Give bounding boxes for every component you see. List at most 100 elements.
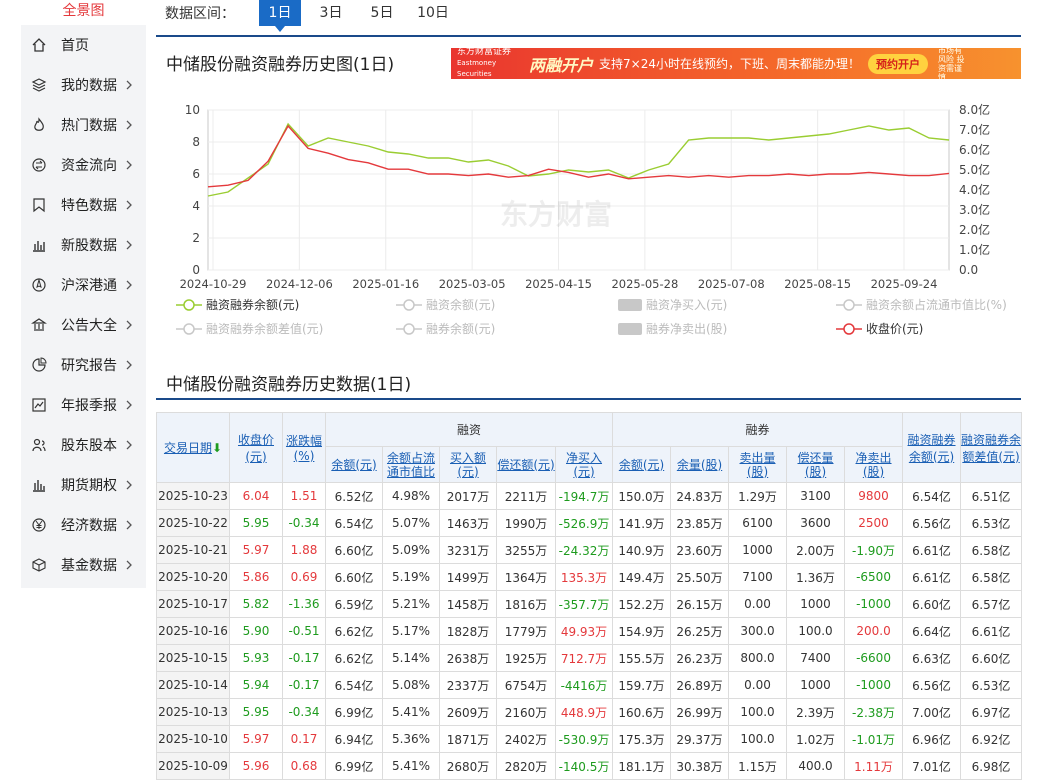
banner-logo-cn: 东方财富证券 — [457, 48, 512, 57]
col-total-balance[interactable]: 融资融券余额(元) — [902, 412, 962, 483]
table-cell: 23.60万 — [670, 536, 730, 564]
sidebar-item-1[interactable]: 我的数据 — [21, 65, 146, 105]
legend-marker-icon — [183, 299, 195, 311]
table-cell: 1463万 — [439, 509, 497, 537]
sidebar-item-8[interactable]: 研究报告 — [21, 345, 146, 385]
legend-marker-icon — [183, 323, 195, 335]
sidebar-item-label: 新股数据 — [61, 238, 117, 254]
legend-entry-6[interactable]: 融券净卖出(股) — [646, 321, 727, 336]
sidebar-item-4[interactable]: 特色数据 — [21, 185, 146, 225]
table-cell: 1779万 — [496, 617, 556, 645]
legend-entry-2[interactable]: 融资净买入(元) — [646, 298, 727, 312]
table-cell: -2.38万 — [844, 698, 904, 726]
col-sub-label: 净买入(元) — [566, 450, 603, 479]
table-cell: -1.90万 — [844, 536, 904, 564]
table-row: 2025-10-14 5.94 -0.17 6.54亿 5.08% 2337万 6754万 -… — [156, 671, 1023, 699]
table-cell: 0.00 — [728, 590, 788, 618]
table-cell: 300.0 — [728, 617, 788, 645]
table-cell: 6.53亿 — [960, 509, 1023, 537]
sidebar-item-0[interactable]: 首页 — [21, 25, 146, 65]
bar-icon — [31, 237, 47, 253]
table-cell: 2211万 — [496, 482, 556, 510]
col-sub-0[interactable]: 余额(元) — [325, 446, 383, 483]
col-sub-9[interactable]: 净卖出(股) — [844, 446, 904, 483]
legend-entry-1[interactable]: 融资余额(元) — [426, 297, 495, 312]
col-sub-4[interactable]: 净买入(元) — [554, 446, 614, 483]
table-cell: 1828万 — [439, 617, 497, 645]
sidebar-item-2[interactable]: 热门数据 — [21, 105, 146, 145]
table-cell: 6.58亿 — [960, 563, 1023, 591]
sidebar-item-9[interactable]: 年报季报 — [21, 385, 146, 425]
promo-banner[interactable]: 东方财富证券 Eastmoney Securities 两融开户 支持7×24小… — [451, 48, 1021, 79]
divider — [156, 35, 1021, 37]
sidebar-item-7[interactable]: 公告大全 — [21, 305, 146, 345]
legend-marker-icon — [403, 299, 415, 311]
table-cell: -530.9万 — [554, 725, 614, 753]
range-option-1[interactable]: 3日 — [319, 5, 343, 21]
range-selector: 数据区间： 1日 3日 5日 10日 — [165, 0, 463, 32]
group-securities-lending: 融券 — [612, 412, 904, 447]
table-cell: 159.7万 — [612, 671, 672, 699]
sidebar-item-12[interactable]: 经济数据 — [21, 505, 146, 545]
range-option-3[interactable]: 10日 — [417, 5, 449, 21]
plot-frame — [207, 109, 950, 271]
table-cell: 200.0 — [844, 617, 904, 645]
table-cell: 5.14% — [382, 644, 440, 672]
sidebar-item-11[interactable]: 期货期权 — [21, 465, 146, 505]
sidebar-item-6[interactable]: 沪深港通 — [21, 265, 146, 305]
col-sub-7[interactable]: 卖出量(股) — [728, 446, 788, 483]
sidebar-item-3[interactable]: 资金流向 — [21, 145, 146, 185]
table-cell: 1458万 — [439, 590, 497, 618]
table-cell: 5.19% — [382, 563, 440, 591]
table-cell: 5.09% — [382, 536, 440, 564]
sidebar-item-label: 沪深港通 — [61, 278, 117, 294]
table-cell: 140.9万 — [612, 536, 672, 564]
col-sub-2[interactable]: 买入额(元) — [439, 446, 497, 483]
table-cell: 6100 — [728, 509, 788, 537]
banner-risk-note: 市场有风险 投资需谨慎 — [937, 48, 965, 79]
sidebar-item-label: 资金流向 — [61, 158, 117, 174]
table-cell: 6754万 — [496, 671, 556, 699]
legend-marker-icon — [403, 323, 415, 335]
col-sub-6[interactable]: 余量(股) — [670, 446, 730, 483]
range-option-0[interactable]: 1日 — [259, 0, 301, 32]
table-cell: 5.97 — [229, 536, 283, 564]
col-change[interactable]: 涨跌幅(%) — [282, 412, 326, 483]
legend-entry-4[interactable]: 融资融券余额差值(元) — [206, 321, 323, 336]
table-cell: 1.11万 — [844, 752, 904, 780]
banner-headline: 两融开户 — [529, 55, 594, 75]
y-right-tick-label: 1.0亿 — [959, 242, 990, 257]
table-row: 2025-10-23 6.04 1.51 6.52亿 4.98% 2017万 2211万 -1… — [156, 482, 1023, 510]
col-sub-8[interactable]: 偿还量(股) — [786, 446, 846, 483]
cell-date: 2025-10-15 — [156, 644, 230, 672]
table-cell: 175.3万 — [612, 725, 672, 753]
banner-open-account-button[interactable]: 预约开户 — [867, 53, 928, 74]
table-cell: 7400 — [786, 644, 846, 672]
sidebar-item-13[interactable]: 基金数据 — [21, 545, 146, 585]
sort-down-icon[interactable]: ⬇ — [211, 441, 223, 455]
legend-entry-3[interactable]: 融资余额占流通市值比(%) — [866, 297, 1007, 312]
sidebar-panorama-link[interactable]: 全景图 — [21, 0, 146, 25]
legend-entry-5[interactable]: 融券余额(元) — [426, 321, 495, 336]
col-sub-1[interactable]: 余额占流通市值比 — [382, 446, 440, 483]
col-close[interactable]: 收盘价(元) — [229, 412, 283, 483]
chevron-right-icon — [124, 398, 134, 412]
sidebar-item-5[interactable]: 新股数据 — [21, 225, 146, 265]
table-cell: 26.25万 — [670, 617, 730, 645]
sidebar-item-10[interactable]: 股东股本 — [21, 425, 146, 465]
table-cell: 6.60亿 — [325, 563, 383, 591]
table-cell: 6.92亿 — [960, 725, 1023, 753]
col-date[interactable]: 交易日期⬇ — [156, 412, 230, 483]
table-row: 2025-10-15 5.93 -0.17 6.62亿 5.14% 2638万 1925万 7… — [156, 644, 1023, 672]
table-cell: 800.0 — [728, 644, 788, 672]
table-cell: 6.59亿 — [325, 590, 383, 618]
linechart-icon — [31, 397, 47, 413]
yen-icon — [31, 517, 47, 533]
col-sub-5[interactable]: 余额(元) — [612, 446, 672, 483]
table-cell: 6.99亿 — [325, 698, 383, 726]
range-option-2[interactable]: 5日 — [370, 5, 394, 21]
legend-entry-0[interactable]: 融资融券余额(元) — [206, 297, 299, 312]
legend-entry-7[interactable]: 收盘价(元) — [866, 321, 923, 336]
col-sub-3[interactable]: 偿还额(元) — [496, 446, 556, 483]
col-balance-diff[interactable]: 融资融券余额差值(元) — [960, 412, 1023, 483]
